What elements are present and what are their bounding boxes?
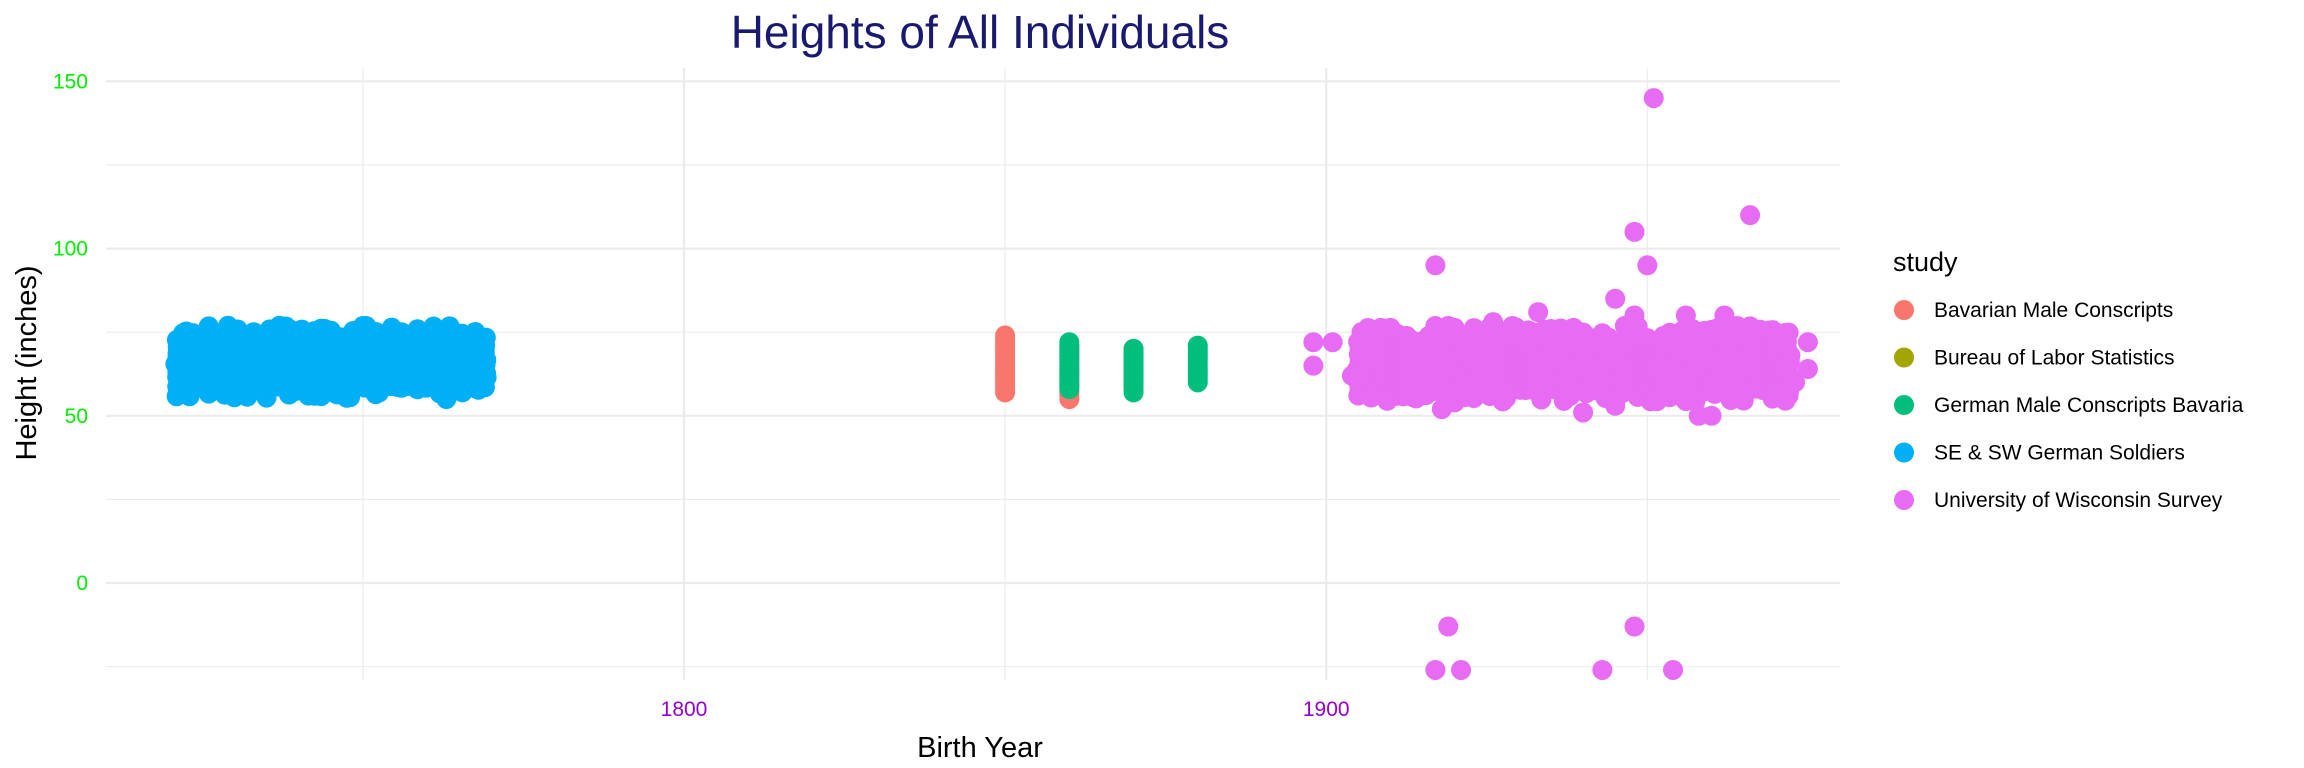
data-point	[391, 322, 412, 343]
data-point	[243, 322, 264, 343]
legend-swatch	[1894, 442, 1914, 463]
data-point	[1605, 395, 1626, 416]
data-point	[1797, 332, 1818, 353]
legend-swatch	[1894, 490, 1914, 510]
data-point	[1059, 332, 1080, 353]
series-university-of-wisconsin-survey	[1303, 88, 1818, 680]
legend-items: Bavarian Male Conscripts Bureau of Labor …	[1894, 299, 2244, 512]
data-point	[1123, 338, 1144, 359]
data-point	[1624, 616, 1645, 637]
data-point	[1592, 659, 1613, 680]
data-point	[455, 379, 476, 400]
data-point	[1643, 88, 1664, 109]
data-point	[1675, 305, 1696, 326]
data-point	[1740, 205, 1761, 226]
data-point	[475, 327, 496, 348]
series-se-sw-german-soldiers	[165, 315, 497, 410]
legend-title: study	[1893, 247, 1958, 277]
legend-swatch	[1894, 395, 1914, 415]
data-point	[1444, 392, 1465, 413]
data-point	[1425, 255, 1446, 276]
y-axis-ticks: 0 50 100 150	[53, 70, 88, 595]
data-point	[1438, 616, 1459, 637]
data-point	[474, 377, 495, 398]
data-point	[1303, 355, 1324, 376]
data-point	[1624, 221, 1645, 242]
chart-title: Heights of All Individuals	[731, 6, 1230, 58]
data-point	[1528, 302, 1549, 323]
data-point	[1187, 335, 1208, 356]
y-tick-label: 50	[65, 405, 88, 428]
data-point	[256, 382, 277, 403]
y-tick-label: 0	[76, 572, 88, 595]
data-point	[1483, 312, 1504, 333]
x-axis-title: Birth Year	[917, 732, 1043, 764]
data-point	[1714, 305, 1735, 326]
y-tick-label: 150	[53, 70, 88, 93]
data-point	[1637, 255, 1658, 276]
data-point	[1322, 332, 1343, 353]
data-point	[1663, 659, 1684, 680]
data-point	[1341, 365, 1362, 386]
x-tick-label: 1800	[661, 698, 708, 721]
legend-label: University of Wisconsin Survey	[1934, 489, 2223, 512]
data-point	[1425, 659, 1446, 680]
legend-label: SE & SW German Soldiers	[1934, 442, 2185, 465]
legend: study Bavarian Male Conscripts Bureau of …	[1893, 247, 2244, 512]
data-point	[1785, 372, 1806, 393]
data-point	[1605, 288, 1626, 309]
data-point	[1701, 405, 1722, 426]
data-point	[173, 325, 194, 346]
data-point	[179, 382, 200, 403]
data-point	[1797, 358, 1818, 379]
data-point	[1765, 382, 1786, 403]
series-german-male-conscripts-bavaria	[1059, 332, 1208, 403]
legend-label: German Male Conscripts Bavaria	[1934, 394, 2244, 417]
x-axis-ticks: 1800 1900	[661, 698, 1350, 721]
y-tick-label: 100	[53, 238, 88, 261]
data-point	[1624, 305, 1645, 326]
data-points	[165, 88, 1818, 680]
data-point	[1451, 659, 1472, 680]
data-point	[995, 325, 1016, 346]
data-point	[314, 318, 335, 339]
data-point	[1573, 402, 1594, 423]
legend-swatch	[1894, 347, 1914, 368]
y-axis-title: Height (inches)	[11, 265, 43, 460]
x-tick-label: 1900	[1303, 698, 1350, 721]
legend-swatch	[1894, 300, 1914, 320]
data-point	[1303, 332, 1324, 353]
legend-label: Bureau of Labor Statistics	[1934, 347, 2174, 370]
data-point	[340, 379, 361, 400]
data-point	[1778, 322, 1799, 343]
legend-label: Bavarian Male Conscripts	[1934, 299, 2173, 322]
